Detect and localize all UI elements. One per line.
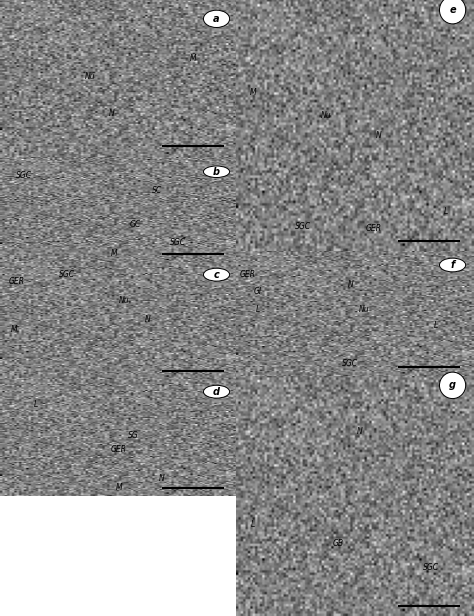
Text: GER: GER (366, 224, 382, 233)
Text: GER: GER (240, 270, 256, 280)
Text: M: M (116, 483, 122, 492)
Text: a: a (213, 14, 220, 24)
Text: N: N (357, 426, 363, 436)
Text: SGC: SGC (16, 171, 32, 180)
Circle shape (439, 258, 465, 272)
Text: c: c (214, 270, 219, 280)
Text: SGC: SGC (342, 359, 358, 368)
Text: SGC: SGC (423, 564, 439, 572)
Text: SC: SC (152, 186, 162, 195)
Circle shape (203, 268, 229, 281)
Text: Nu: Nu (118, 296, 129, 305)
Text: N: N (347, 280, 353, 290)
Text: N: N (376, 131, 382, 140)
Text: N: N (109, 108, 115, 118)
Text: M: M (111, 249, 118, 258)
Text: L: L (34, 400, 38, 409)
Text: b: b (213, 167, 220, 177)
Text: Nu: Nu (321, 111, 332, 120)
Circle shape (203, 385, 229, 398)
Circle shape (439, 372, 465, 399)
Text: SGC: SGC (295, 222, 311, 231)
Text: GC: GC (130, 219, 141, 229)
Text: M: M (249, 89, 256, 97)
Text: e: e (449, 5, 456, 15)
Text: SGC: SGC (170, 238, 187, 248)
Text: M: M (190, 54, 196, 63)
Text: d: d (213, 387, 220, 397)
Text: M: M (11, 325, 18, 334)
Text: SG: SG (128, 431, 138, 440)
Text: L: L (255, 306, 260, 314)
Text: L: L (443, 206, 447, 216)
Text: N: N (145, 315, 150, 323)
Circle shape (203, 166, 229, 177)
Text: Nu: Nu (359, 306, 370, 314)
Text: L: L (251, 520, 255, 529)
Circle shape (203, 10, 229, 28)
Text: GI: GI (254, 286, 262, 296)
Text: g: g (449, 380, 456, 391)
Text: SGC: SGC (59, 270, 75, 279)
Text: GER: GER (111, 445, 127, 453)
Text: L: L (434, 322, 438, 331)
Text: f: f (450, 260, 455, 270)
Text: Nu: Nu (85, 73, 96, 81)
Circle shape (439, 0, 465, 24)
Text: GB: GB (333, 540, 344, 548)
Text: GER: GER (9, 277, 25, 286)
Text: N: N (159, 474, 164, 483)
